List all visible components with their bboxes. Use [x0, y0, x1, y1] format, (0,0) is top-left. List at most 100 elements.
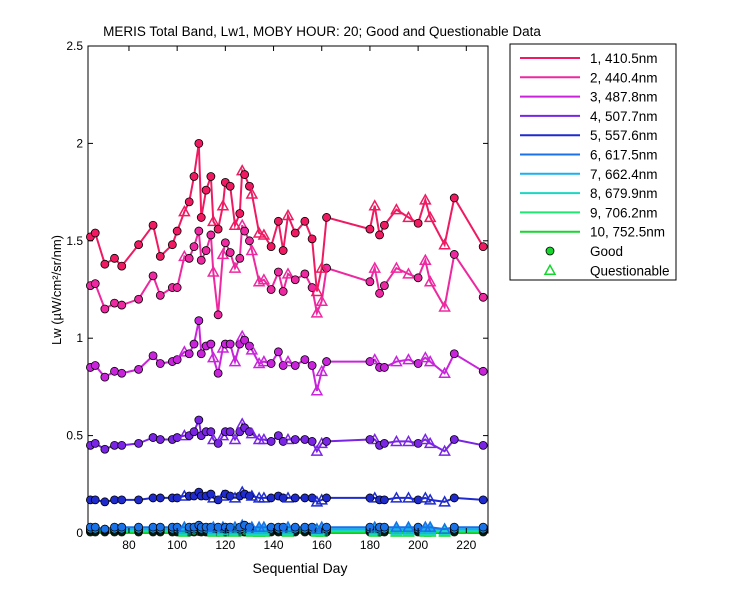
- good-point: [155, 290, 165, 300]
- good-point: [100, 259, 110, 269]
- good-point: [117, 440, 127, 450]
- legend-item: 10, 752.5nm: [520, 225, 665, 240]
- good-point: [189, 427, 199, 437]
- good-point: [100, 372, 110, 382]
- legend-label: 2, 440.4nm: [590, 70, 658, 85]
- questionable-point: [419, 351, 432, 363]
- questionable-point: [423, 520, 437, 532]
- questionable-point: [390, 355, 403, 367]
- good-point: [100, 497, 110, 507]
- legend-label: 1, 410.5nm: [590, 51, 658, 66]
- questionable-point: [252, 356, 266, 369]
- legend-item: 2, 440.4nm: [520, 70, 658, 85]
- x-tick-label: 80: [122, 538, 136, 552]
- good-point: [300, 269, 310, 279]
- questionable-point: [216, 247, 230, 260]
- questionable-point: [178, 205, 191, 217]
- good-point: [206, 230, 216, 240]
- good-point: [184, 197, 194, 207]
- questionable-point: [402, 353, 415, 365]
- good-point: [300, 493, 310, 503]
- legend-label: 3, 487.8nm: [590, 90, 658, 105]
- good-point: [134, 495, 144, 505]
- good-point: [196, 349, 206, 359]
- good-point: [290, 361, 300, 370]
- questionable-point: [207, 432, 220, 445]
- legend-questionable-label: Questionable: [590, 263, 670, 278]
- good-point: [225, 248, 235, 257]
- good-point: [290, 522, 300, 532]
- good-point: [449, 435, 459, 444]
- questionable-point: [419, 193, 432, 205]
- x-axis-label: Sequential Day: [253, 560, 348, 576]
- series-5: [86, 485, 488, 507]
- x-tick-label: 160: [312, 538, 332, 552]
- questionable-point: [368, 353, 382, 365]
- questionable-point: [228, 355, 242, 367]
- good-point: [240, 226, 250, 236]
- questionable-point: [245, 520, 259, 532]
- series-line: [89, 143, 485, 292]
- good-point: [148, 433, 158, 442]
- legend-label: 10, 752.5nm: [590, 225, 665, 240]
- good-point: [375, 230, 384, 240]
- good-point: [245, 236, 254, 246]
- series-2: [86, 218, 488, 320]
- good-point: [172, 283, 182, 292]
- good-point: [90, 361, 100, 370]
- questionable-point: [281, 520, 295, 532]
- questionable-point: [402, 522, 415, 534]
- good-point: [379, 220, 389, 230]
- questionable-point: [368, 261, 382, 273]
- good-point: [90, 279, 100, 289]
- legend-good-marker: [545, 246, 555, 256]
- good-point: [90, 228, 100, 238]
- good-point: [117, 495, 127, 505]
- good-point: [134, 522, 144, 532]
- legend-label: 5, 557.6nm: [590, 128, 658, 143]
- questionable-point: [368, 199, 382, 211]
- questionable-point: [216, 199, 230, 211]
- questionable-point: [245, 343, 259, 355]
- good-point: [266, 285, 276, 294]
- good-point: [273, 347, 283, 357]
- good-point: [213, 224, 223, 234]
- questionable-point: [402, 210, 415, 223]
- good-point: [449, 250, 459, 259]
- legend: 1, 410.5nm 2, 440.4nm 3, 487.8nm 4, 507.7nm…: [509, 43, 677, 281]
- questionable-point: [390, 434, 403, 447]
- good-point: [273, 431, 283, 441]
- good-point: [449, 522, 459, 532]
- legend-item: 7, 662.4nm: [520, 167, 658, 182]
- good-point: [189, 339, 199, 349]
- good-point: [290, 275, 300, 285]
- legend-label: 7, 662.4nm: [590, 167, 658, 182]
- good-point: [478, 440, 488, 450]
- good-point: [365, 277, 375, 287]
- good-point: [220, 238, 230, 248]
- good-point: [235, 209, 245, 218]
- good-point: [134, 364, 144, 374]
- good-point: [379, 363, 389, 372]
- good-point: [322, 437, 331, 446]
- questionable-point: [245, 243, 259, 256]
- good-point: [196, 213, 206, 222]
- questionable-point: [252, 226, 266, 238]
- questionable-point: [402, 520, 415, 532]
- legend-questionable-marker: [543, 263, 557, 276]
- legend-item: 1, 410.5nm: [520, 51, 658, 66]
- questionable-point: [390, 491, 403, 503]
- legend-item-good: Good: [545, 244, 623, 259]
- good-point: [201, 246, 211, 255]
- good-point: [189, 172, 199, 181]
- good-point: [478, 242, 488, 252]
- questionable-point: [438, 300, 451, 312]
- questionable-point: [228, 432, 242, 445]
- questionable-point: [310, 522, 324, 534]
- questionable-point: [252, 275, 266, 287]
- questionable-point: [438, 495, 451, 507]
- good-point: [266, 359, 276, 368]
- good-point: [134, 240, 144, 250]
- legend-label: 4, 507.7nm: [590, 109, 658, 124]
- good-point: [379, 438, 389, 448]
